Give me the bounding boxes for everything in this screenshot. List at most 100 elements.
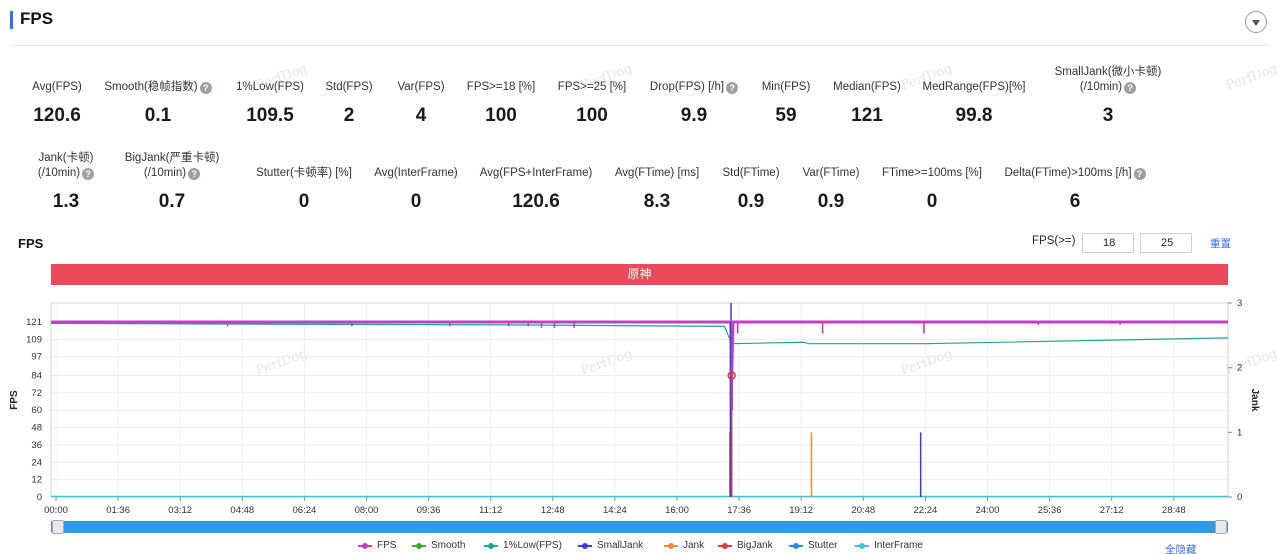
x-tick-label: 06:24 xyxy=(293,505,317,516)
legend-item[interactable]: BigJank xyxy=(718,540,773,551)
legend-label: Jank xyxy=(683,540,705,551)
metric-label-text: Min(FPS) xyxy=(761,81,811,93)
x-tick-label: 00:00 xyxy=(44,505,68,516)
metric-metrics_row1-11: SmallJank(微小卡顿) (/10min)? 3 xyxy=(1018,65,1198,127)
y-tick-label: 36 xyxy=(31,440,42,451)
metric-label-text: FPS>=18 [%] xyxy=(466,81,536,93)
metric-metrics_row1-7: Drop(FPS) [/h]? 9.9 xyxy=(604,80,784,127)
metric-label-text: Var(FTime) xyxy=(802,167,860,179)
help-icon[interactable]: ? xyxy=(1133,168,1146,180)
metric-label-text: Avg(FPS) xyxy=(32,81,82,93)
timeline-scrollbar[interactable] xyxy=(51,520,1228,534)
legend-item[interactable]: Smooth xyxy=(412,540,465,551)
metric-label-text: Median(FPS) xyxy=(833,81,901,93)
x-tick-label: 28:48 xyxy=(1162,505,1186,516)
metric-label-text: Jank(卡顿) xyxy=(38,152,94,164)
metric-label-text: MedRange(FPS)[%] xyxy=(922,81,1026,93)
metric-value: 120.6 xyxy=(33,105,81,126)
legend-item[interactable]: FPS xyxy=(358,540,396,551)
legend-label: BigJank xyxy=(737,540,773,551)
bigjank-marker-dot xyxy=(730,374,734,378)
y-tick-label: 60 xyxy=(31,405,42,416)
legend-swatch xyxy=(718,542,732,549)
metric-label: SmallJank(微小卡顿) xyxy=(1018,65,1198,80)
y-tick-label: 24 xyxy=(31,457,42,468)
legend-item[interactable]: SmallJank xyxy=(578,540,643,551)
series-line-1pct-low xyxy=(50,322,1229,345)
metric-label2-text: (/10min) xyxy=(143,167,187,179)
watermark-text: PerfDog xyxy=(1224,61,1280,94)
metric-metrics_row1-0: Avg(FPS) 120.6 xyxy=(0,80,147,127)
legend-swatch xyxy=(789,542,803,549)
metric-value: 0 xyxy=(410,191,422,212)
metric-value: 0 xyxy=(926,191,938,212)
x-tick-label: 08:00 xyxy=(355,505,379,516)
metric-value: 99.8 xyxy=(955,105,993,126)
metric-value: 6 xyxy=(1069,191,1081,212)
fps-threshold-input-2[interactable] xyxy=(1140,233,1192,253)
legend-item[interactable]: InterFrame xyxy=(855,540,923,551)
hide-all-button[interactable]: 全隐藏 xyxy=(1165,544,1197,554)
legend-label: Stutter xyxy=(808,540,838,551)
metric-label: Var(FPS) xyxy=(331,80,511,95)
legend-item[interactable]: Jank xyxy=(664,540,704,551)
help-icon[interactable]: ? xyxy=(82,168,95,180)
y-tick-label: 48 xyxy=(31,423,42,434)
metric-metrics_row2-6: Std(FTime) 0.9 xyxy=(661,166,841,213)
help-icon[interactable]: ? xyxy=(1124,82,1137,94)
chart-title: FPS xyxy=(18,236,44,251)
metric-label: Var(FTime) xyxy=(741,166,921,181)
metric-metrics_row2-7: Var(FTime) 0.9 xyxy=(741,166,921,213)
scrollbar-right-handle[interactable] xyxy=(1215,520,1227,534)
metric-label: FPS>=18 [%] xyxy=(411,80,591,95)
metric-metrics_row1-1: Smooth(稳帧指数)? 0.1 xyxy=(68,80,248,127)
metric-label: Jank(卡顿) xyxy=(0,151,156,166)
metric-value: 0 xyxy=(298,191,310,212)
metric-label: Smooth(稳帧指数)? xyxy=(68,80,248,95)
help-icon[interactable]: ? xyxy=(188,168,201,180)
scene-label-bar[interactable]: 原神 xyxy=(51,264,1228,285)
metric-label-line2: (/10min)? xyxy=(82,166,262,181)
legend-label: FPS xyxy=(377,540,397,551)
help-icon[interactable]: ? xyxy=(199,82,212,94)
x-tick-label: 14:24 xyxy=(603,505,627,516)
legend-label: SmallJank xyxy=(597,540,644,551)
chevron-down-icon[interactable] xyxy=(1245,11,1267,33)
legend-label: 1%Low(FPS) xyxy=(503,540,562,551)
legend-item[interactable]: 1%Low(FPS) xyxy=(484,540,562,551)
metric-label-text: 1%Low(FPS) xyxy=(236,81,304,93)
metric-label: Avg(FPS+InterFrame) xyxy=(446,166,626,181)
x-tick-label: 20:48 xyxy=(851,505,875,516)
metric-value: 109.5 xyxy=(246,105,294,126)
metric-metrics_row1-10: MedRange(FPS)[%] 99.8 xyxy=(884,80,1064,127)
scrollbar-left-handle[interactable] xyxy=(52,520,64,534)
reset-button[interactable]: 重置 xyxy=(1210,238,1231,250)
fps-threshold-input-1[interactable] xyxy=(1082,233,1134,253)
y-tick-label: 109 xyxy=(26,334,42,345)
metric-value: 3 xyxy=(1102,105,1114,126)
y-tick-label: 97 xyxy=(31,352,42,363)
legend-item[interactable]: Stutter xyxy=(789,540,837,551)
metric-value: 100 xyxy=(576,105,608,126)
metric-label-text: Var(FPS) xyxy=(397,81,445,93)
y-axis-title: FPS xyxy=(9,390,20,410)
metric-label-text: FTime>=100ms [%] xyxy=(882,167,982,179)
help-icon[interactable]: ? xyxy=(726,82,739,94)
panel-title: FPS xyxy=(20,9,54,28)
metric-value: 0.9 xyxy=(817,191,845,212)
legend-label: Smooth xyxy=(431,540,466,551)
metric-label-text: FPS>=25 [%] xyxy=(557,81,627,93)
metric-label: Min(FPS) xyxy=(696,80,876,95)
metric-value: 121 xyxy=(851,105,883,126)
metric-value: 0.7 xyxy=(158,191,186,212)
metric-label: Std(FTime) xyxy=(661,166,841,181)
jank-tick-label: 1 xyxy=(1237,427,1242,438)
legend-swatch xyxy=(664,542,678,549)
metric-label-text: Smooth(稳帧指数) xyxy=(104,81,198,93)
metric-value: 8.3 xyxy=(643,191,671,212)
metric-metrics_row1-9: Median(FPS) 121 xyxy=(777,80,957,127)
y-tick-label: 84 xyxy=(31,371,42,382)
metric-value: 0.1 xyxy=(144,105,172,126)
x-tick-label: 27:12 xyxy=(1100,505,1124,516)
